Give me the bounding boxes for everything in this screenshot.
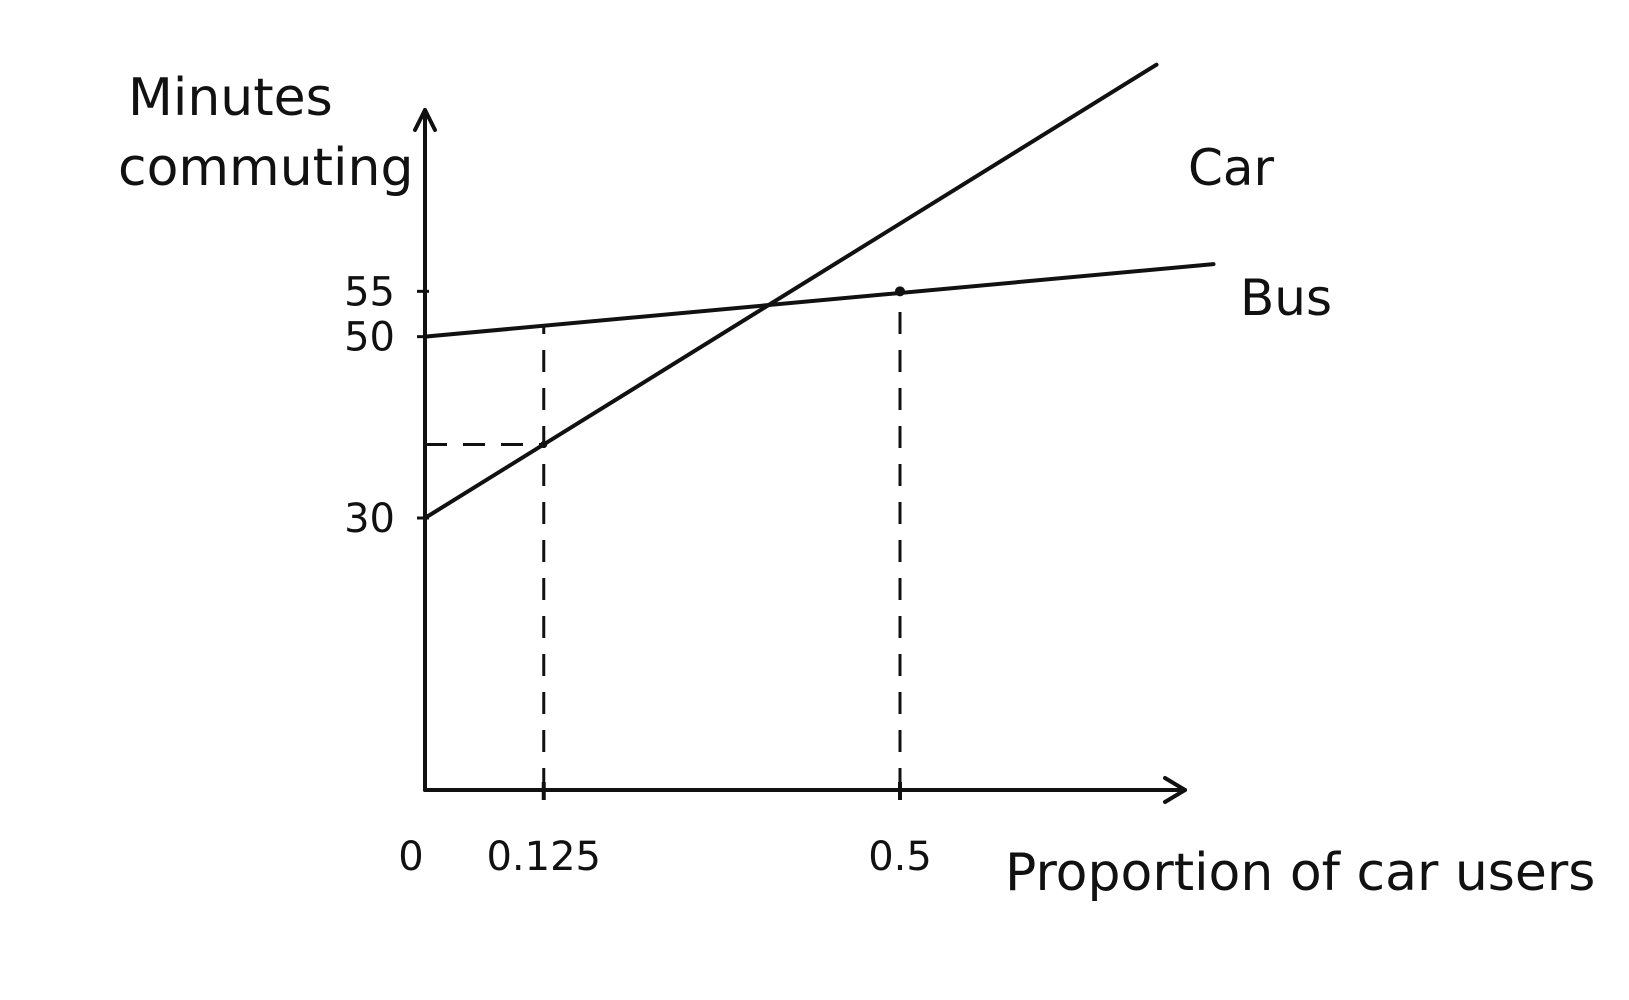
y-tick-label: 55: [344, 269, 395, 315]
series-label-car: Car: [1188, 139, 1275, 197]
x-tick-label: 0.125: [486, 834, 601, 880]
y-tick-label: 50: [344, 315, 395, 361]
y-tick-label: 30: [344, 496, 395, 542]
series-line-bus: [423, 262, 1216, 339]
series-lines: [423, 62, 1216, 520]
series-label-bus: Bus: [1240, 269, 1332, 327]
x-tick-label: 0.5: [868, 834, 932, 880]
x-tick-label: 0: [398, 834, 423, 880]
x-axis-label: Proportion of car users: [1005, 843, 1595, 903]
intersection-point: [895, 286, 905, 297]
series-line-car: [423, 62, 1159, 520]
x-axis-arrowhead: [1163, 776, 1187, 804]
y-axis-arrowhead: [413, 108, 437, 132]
reference-lines: [425, 291, 902, 790]
axes: [413, 108, 1187, 804]
y-axis-label-line-1: Minutes: [128, 68, 333, 128]
y-axis-label-line-2: commuting: [118, 138, 413, 198]
intersection-point: [540, 441, 548, 449]
